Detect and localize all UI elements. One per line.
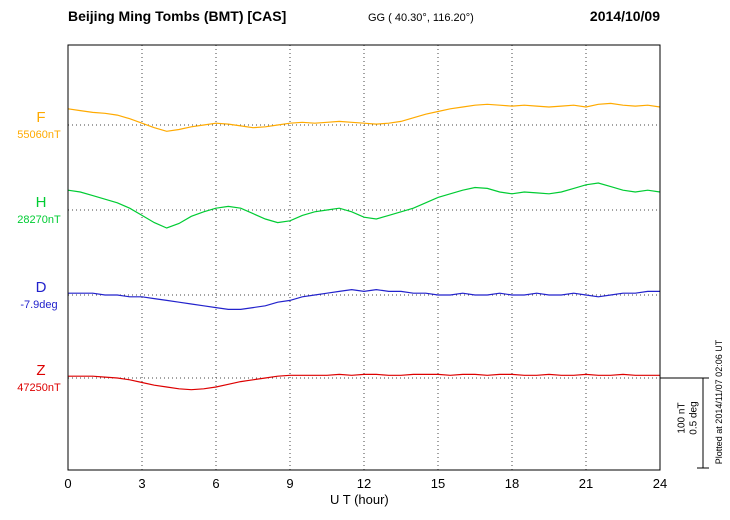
series-baseline-value-D: -7.9deg [20, 299, 58, 311]
series-baseline-value-Z: 47250nT [17, 382, 61, 394]
trace-D [68, 288, 660, 310]
scale-nt-label: 100 nT [676, 402, 688, 434]
series-letter-Z: Z [36, 362, 46, 379]
plotted-at-note: Plotted at 2014/11/07 02:06 UT [714, 339, 724, 465]
x-tick-label-3: 3 [138, 476, 146, 491]
x-tick-label-15: 15 [430, 476, 446, 491]
series-baseline-value-H: 28270nT [17, 214, 61, 226]
x-tick-label-12: 12 [356, 476, 372, 491]
station-title: Beijing Ming Tombs (BMT) [CAS] [68, 8, 287, 24]
trace-H [67, 182, 661, 229]
x-tick-label-24: 24 [652, 476, 668, 491]
series-letter-F: F [36, 109, 46, 126]
x-axis-label: U T (hour) [330, 492, 389, 507]
x-tick-label-18: 18 [504, 476, 520, 491]
x-tick-label-0: 0 [64, 476, 72, 491]
plot-border [67, 44, 661, 471]
series-letter-D: D [35, 279, 47, 296]
series-baseline-value-F: 55060nT [17, 129, 61, 141]
x-tick-label-9: 9 [286, 476, 294, 491]
series-letter-H: H [35, 194, 47, 211]
scale-deg-label: 0.5 deg [688, 401, 700, 435]
x-tick-label-21: 21 [578, 476, 594, 491]
trace-Z [68, 373, 660, 391]
station-coordinates: GG ( 40.30°, 116.20°) [368, 12, 474, 24]
plot-date: 2014/10/09 [589, 8, 660, 24]
x-tick-label-6: 6 [212, 476, 220, 491]
trace-F [67, 102, 661, 132]
